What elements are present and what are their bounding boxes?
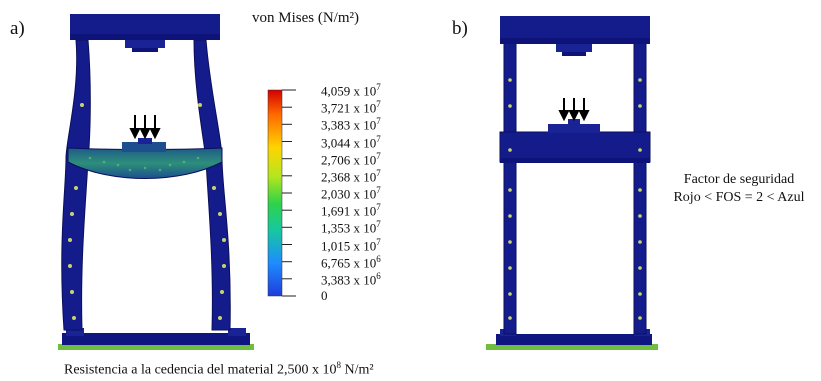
colorbar-tick-label: 3,721 x 107 [321,99,381,116]
panel-label-a: a) [10,18,25,39]
ground-plate-b [486,344,658,350]
tick-mantissa: 4,059 x 10 [321,83,377,99]
colorbar-tick-label: 3,383 x 107 [321,116,381,133]
colorbar-tick-label: 1,015 x 107 [321,236,381,253]
legend-title: von Mises (N/m²) [252,10,359,26]
deformed-beam-a [67,147,223,179]
tick-exponent: 7 [376,202,381,213]
load-pad-a [122,142,166,152]
safety-factor-title: Factor de seguridad [683,172,795,187]
base-a [62,333,250,345]
tick-exponent: 7 [376,219,381,230]
base-b [496,334,652,345]
ground-plate-a [58,344,254,350]
middle-beam-b [499,131,651,163]
load-pad-b [548,124,600,133]
tick-mantissa: 1,353 x 10 [321,220,377,236]
colorbar-tick-label: 2,030 x 107 [321,185,381,202]
tick-mantissa: 1,015 x 10 [321,237,377,253]
tick-mantissa: 2,368 x 10 [321,169,377,185]
tick-exponent: 7 [376,116,381,127]
colorbar-tick-label: 3,383 x 106 [321,270,381,288]
top-ram-a [125,40,165,48]
load-arrows-a [129,115,161,140]
top-beam-b [500,16,650,40]
colorbar-tick-label: 0 [321,289,328,302]
tick-mantissa: 0 [321,288,328,303]
tick-exponent: 7 [376,185,381,195]
colorbar-tick-label: 2,368 x 107 [321,167,381,185]
tick-mantissa: 3,383 x 10 [321,272,377,288]
safety-factor-rule: Rojo < FOS = 2 < Azul [673,190,805,205]
tick-exponent: 7 [376,167,381,178]
safety-factor-block: Factor de seguridad Rojo < FOS = 2 < Azu… [658,172,820,206]
top-beam-a [70,14,220,36]
tick-mantissa: 3,383 x 10 [321,117,377,133]
load-arrows-b [558,98,590,122]
right-column-b [633,17,647,335]
top-ram-b [556,44,592,52]
yield-strength-text: Resistencia a la cedencia del material 2… [64,362,337,378]
left-column-b [503,17,517,335]
tick-exponent: 7 [376,82,381,92]
right-column-a [193,39,231,331]
colorbar-tick-label: 1,353 x 107 [321,219,381,236]
tick-exponent: 7 [376,133,381,144]
tick-exponent: 7 [376,236,381,247]
panel-label-b: b) [452,18,468,39]
yield-strength-exponent: 8 [336,360,342,370]
deformed-press-frame [58,14,254,350]
tick-exponent: 7 [376,150,381,161]
tick-mantissa: 1,691 x 10 [321,203,377,219]
yield-strength-caption: Resistencia a la cedencia del material 2… [64,360,374,379]
colorbar-tick-label: 1,691 x 107 [321,202,381,219]
tick-exponent: 7 [376,99,381,110]
tick-exponent: 6 [376,253,381,264]
colorbar-tick-label: 3,044 x 107 [321,133,381,150]
tick-mantissa: 6,765 x 10 [321,254,377,270]
tick-exponent: 6 [376,270,381,281]
stress-colorbar [267,89,296,297]
colorbar-tick-label: 2,706 x 107 [321,150,381,167]
tick-mantissa: 3,044 x 10 [321,134,377,150]
yield-strength-unit: N/m² [341,362,374,378]
tick-mantissa: 2,706 x 10 [321,151,377,167]
colorbar-ticks [282,89,296,297]
fos-press-frame [486,16,658,350]
colorbar-tick-label: 4,059 x 107 [321,82,381,99]
tick-mantissa: 2,030 x 10 [321,186,377,202]
colorbar-tick-label: 6,765 x 106 [321,253,381,270]
left-column-a [61,39,91,331]
tick-mantissa: 3,721 x 10 [321,100,377,116]
